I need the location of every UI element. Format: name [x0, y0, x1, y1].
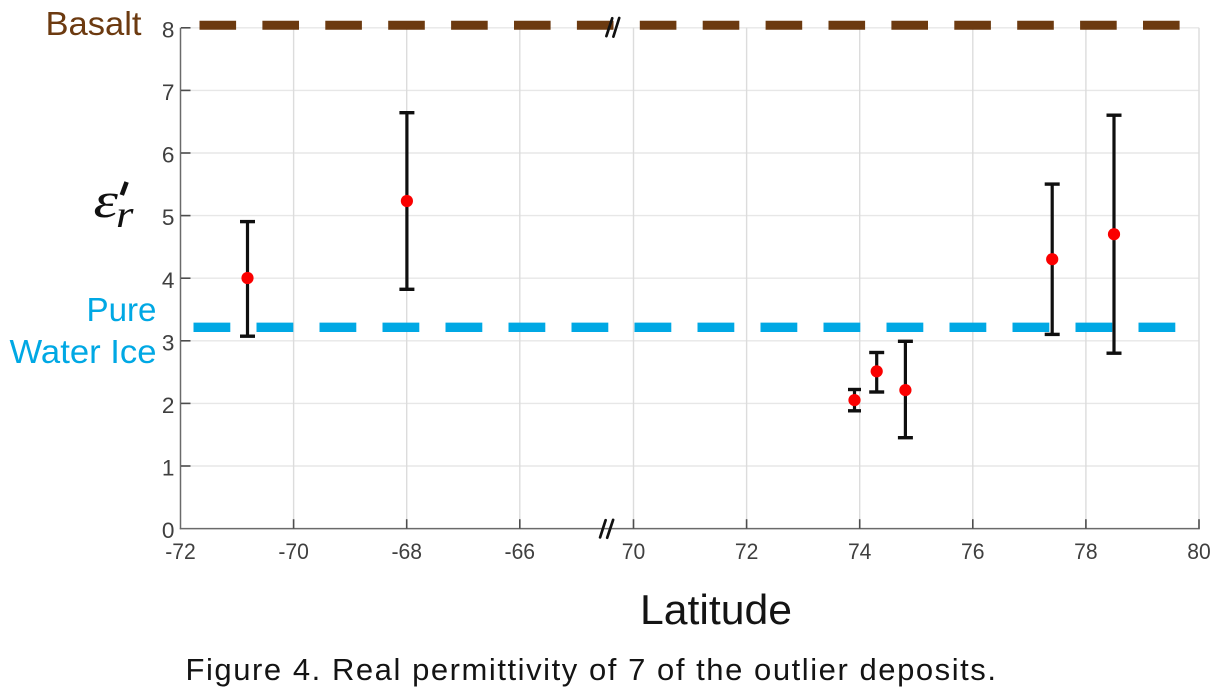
svg-text:70: 70: [622, 539, 646, 564]
svg-text:-70: -70: [278, 539, 309, 564]
svg-text:2: 2: [162, 393, 175, 418]
svg-text:Figure 4. Real permittivity of: Figure 4. Real permittivity of 7 of the …: [186, 652, 998, 687]
svg-text:Water Ice: Water Ice: [10, 333, 157, 370]
svg-text:0: 0: [162, 518, 175, 543]
svg-text:r: r: [116, 193, 134, 235]
svg-text:-66: -66: [505, 539, 536, 564]
svg-text:5: 5: [162, 205, 175, 230]
svg-text:72: 72: [735, 539, 759, 564]
svg-text:3: 3: [162, 330, 175, 355]
svg-text:6: 6: [162, 143, 175, 168]
svg-text:Pure: Pure: [87, 291, 157, 328]
svg-text:Basalt: Basalt: [46, 5, 142, 42]
svg-text:4: 4: [162, 268, 175, 293]
svg-text:1: 1: [162, 456, 175, 481]
svg-text:Latitude: Latitude: [640, 586, 792, 633]
svg-text:-68: -68: [391, 539, 422, 564]
svg-text:8: 8: [162, 17, 175, 42]
svg-text:7: 7: [162, 80, 175, 105]
svg-text:80: 80: [1187, 539, 1211, 564]
svg-text:ε: ε: [94, 173, 119, 228]
svg-text:76: 76: [961, 539, 985, 564]
svg-text:74: 74: [848, 539, 872, 564]
svg-text:78: 78: [1074, 539, 1098, 564]
svg-text:-72: -72: [165, 539, 196, 564]
